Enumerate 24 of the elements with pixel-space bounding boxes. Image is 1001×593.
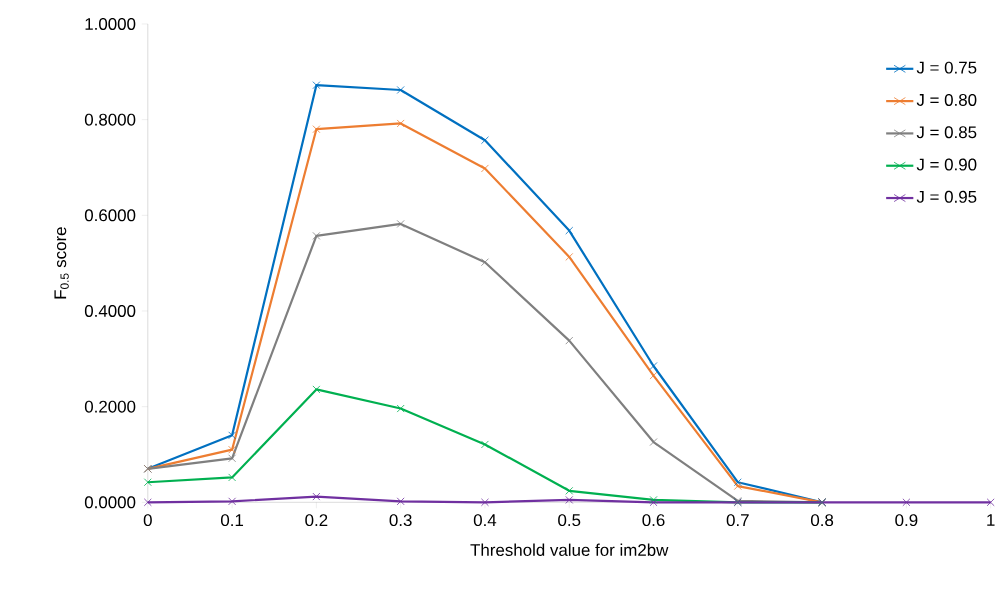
legend-label: J = 0.85: [916, 126, 977, 139]
x-tick-label: 0.5: [558, 514, 581, 527]
x-tick-label: 0.1: [220, 514, 244, 527]
x-axis-title: Threshold value for im2bw: [470, 543, 669, 556]
legend-label: J = 0.90: [916, 158, 977, 171]
y-tick-label: 0.6000: [84, 209, 136, 222]
x-tick-label: 0: [143, 514, 152, 527]
x-tick-label: 0.4: [473, 514, 497, 527]
y-tick-label: 0.0000: [84, 496, 136, 509]
legend-label: J = 0.80: [916, 93, 977, 106]
x-tick-label: 0.6: [642, 514, 665, 527]
y-tick-label: 1.0000: [85, 17, 136, 30]
x-tick-label: 0.3: [389, 514, 412, 527]
legend-label: J = 0.75: [916, 61, 977, 74]
x-tick-label: 0.7: [726, 514, 749, 527]
x-tick-label: 0.2: [305, 514, 328, 527]
y-tick-label: 0.4000: [84, 304, 136, 317]
y-tick-label: 0.8000: [84, 113, 136, 126]
x-tick-label: 1: [987, 514, 995, 526]
y-tick-label: 0.2000: [84, 400, 136, 413]
x-tick-label: 0.9: [895, 514, 918, 527]
legend-label: J = 0.95: [916, 190, 977, 203]
x-tick-label: 0.8: [810, 514, 834, 527]
y-axis-title: F$_{0.5}$ score: [54, 227, 69, 299]
